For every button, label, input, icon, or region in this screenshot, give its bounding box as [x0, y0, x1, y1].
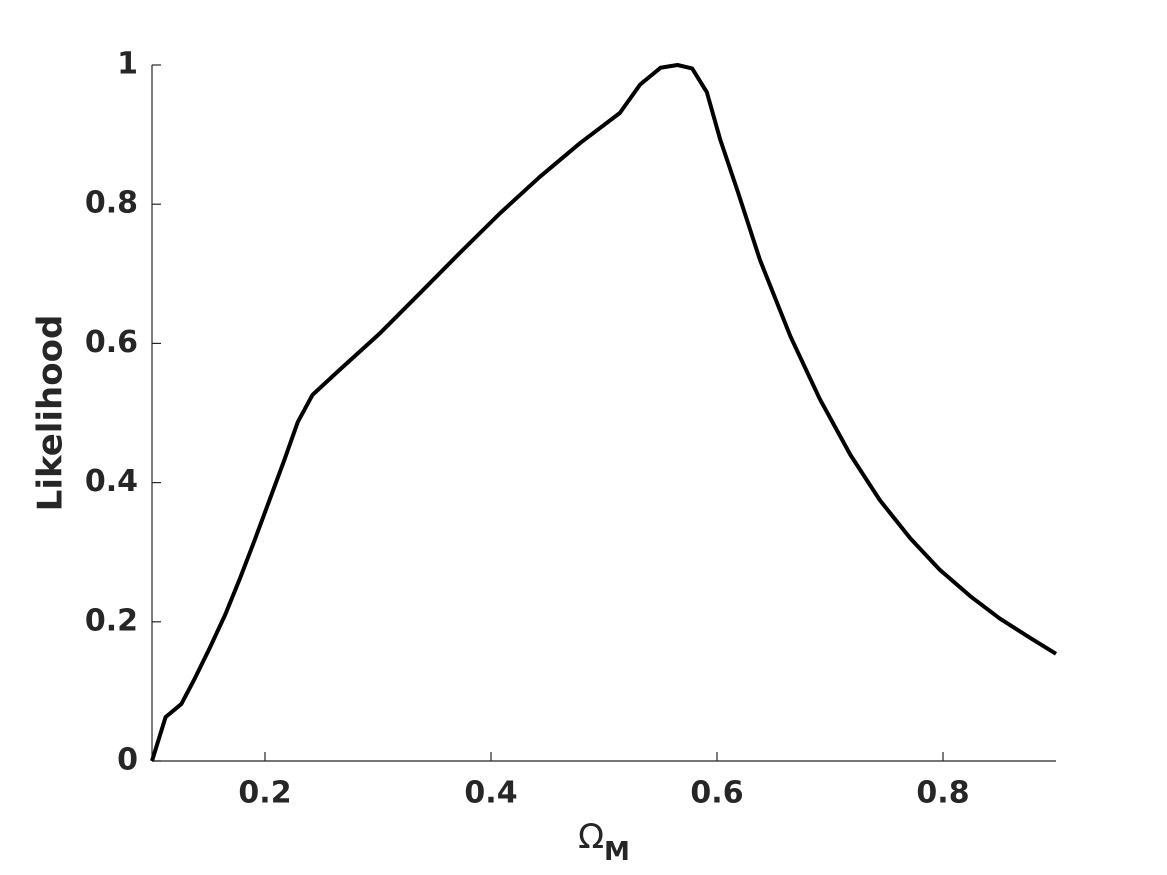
y-tick-label: 0.8: [85, 186, 138, 221]
x-label-subscript: M: [604, 837, 630, 867]
x-tick-label: 0.2: [238, 776, 291, 811]
x-label-main: Ω: [578, 817, 604, 857]
x-tick-label: 0.4: [464, 776, 517, 811]
x-axis-label: ΩM: [578, 817, 630, 867]
y-tick-label: 1: [117, 47, 138, 82]
line: [150, 63, 1058, 762]
y-tick-label: 0.6: [85, 325, 138, 360]
x-tick-label: 0.6: [690, 776, 743, 811]
y-axis-label: Likelihood: [31, 315, 71, 512]
y-tick-label: 0.4: [85, 464, 138, 499]
x-tick-label: 0.8: [916, 776, 969, 811]
y-tick-label: 0.2: [85, 603, 138, 638]
y-tick-label: 0: [117, 743, 138, 778]
